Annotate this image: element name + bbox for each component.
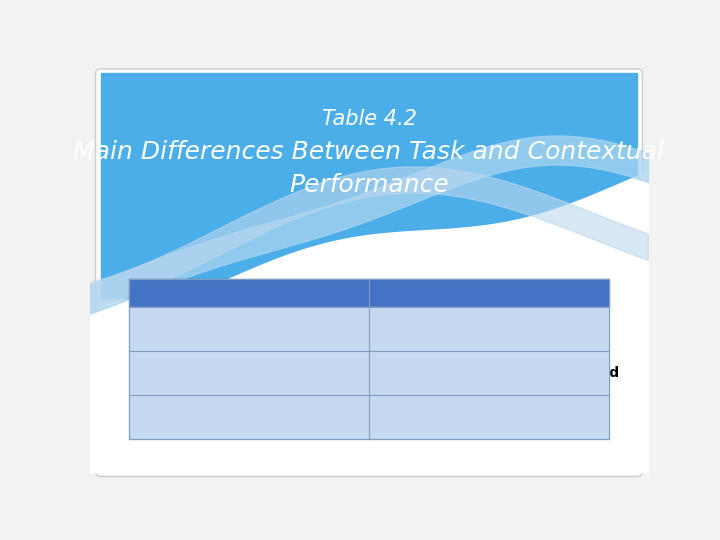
Text: Influence: abilities and skills: Influence: abilities and skills [136, 410, 359, 424]
Bar [101, 73, 636, 298]
Text: Task Performance: Task Performance [136, 286, 276, 300]
Bar [129, 351, 369, 395]
Text: Likely to be role prescribed: Likely to be role prescribed [136, 366, 351, 380]
Text: Table 4.2: Table 4.2 [322, 109, 416, 129]
Bar [369, 395, 609, 439]
Bar [129, 307, 369, 351]
Bar [129, 279, 369, 307]
Text: Performance: Performance [289, 173, 449, 198]
Text: Fairly similar across jobs: Fairly similar across jobs [376, 322, 570, 336]
Text: Not likely to be role prescribed: Not likely to be role prescribed [376, 366, 618, 380]
FancyBboxPatch shape [96, 69, 642, 476]
Bar [129, 279, 609, 439]
Bar [369, 351, 609, 395]
Text: Influenece: personality: Influenece: personality [376, 410, 557, 424]
Bar [369, 279, 609, 307]
Text: Main Differences Between Task and Contextual: Main Differences Between Task and Contex… [73, 140, 665, 164]
Text: Varies across jobs: Varies across jobs [136, 322, 277, 336]
Bar [369, 307, 609, 351]
Text: Contextual Performance: Contextual Performance [376, 286, 567, 300]
Bar [129, 395, 369, 439]
